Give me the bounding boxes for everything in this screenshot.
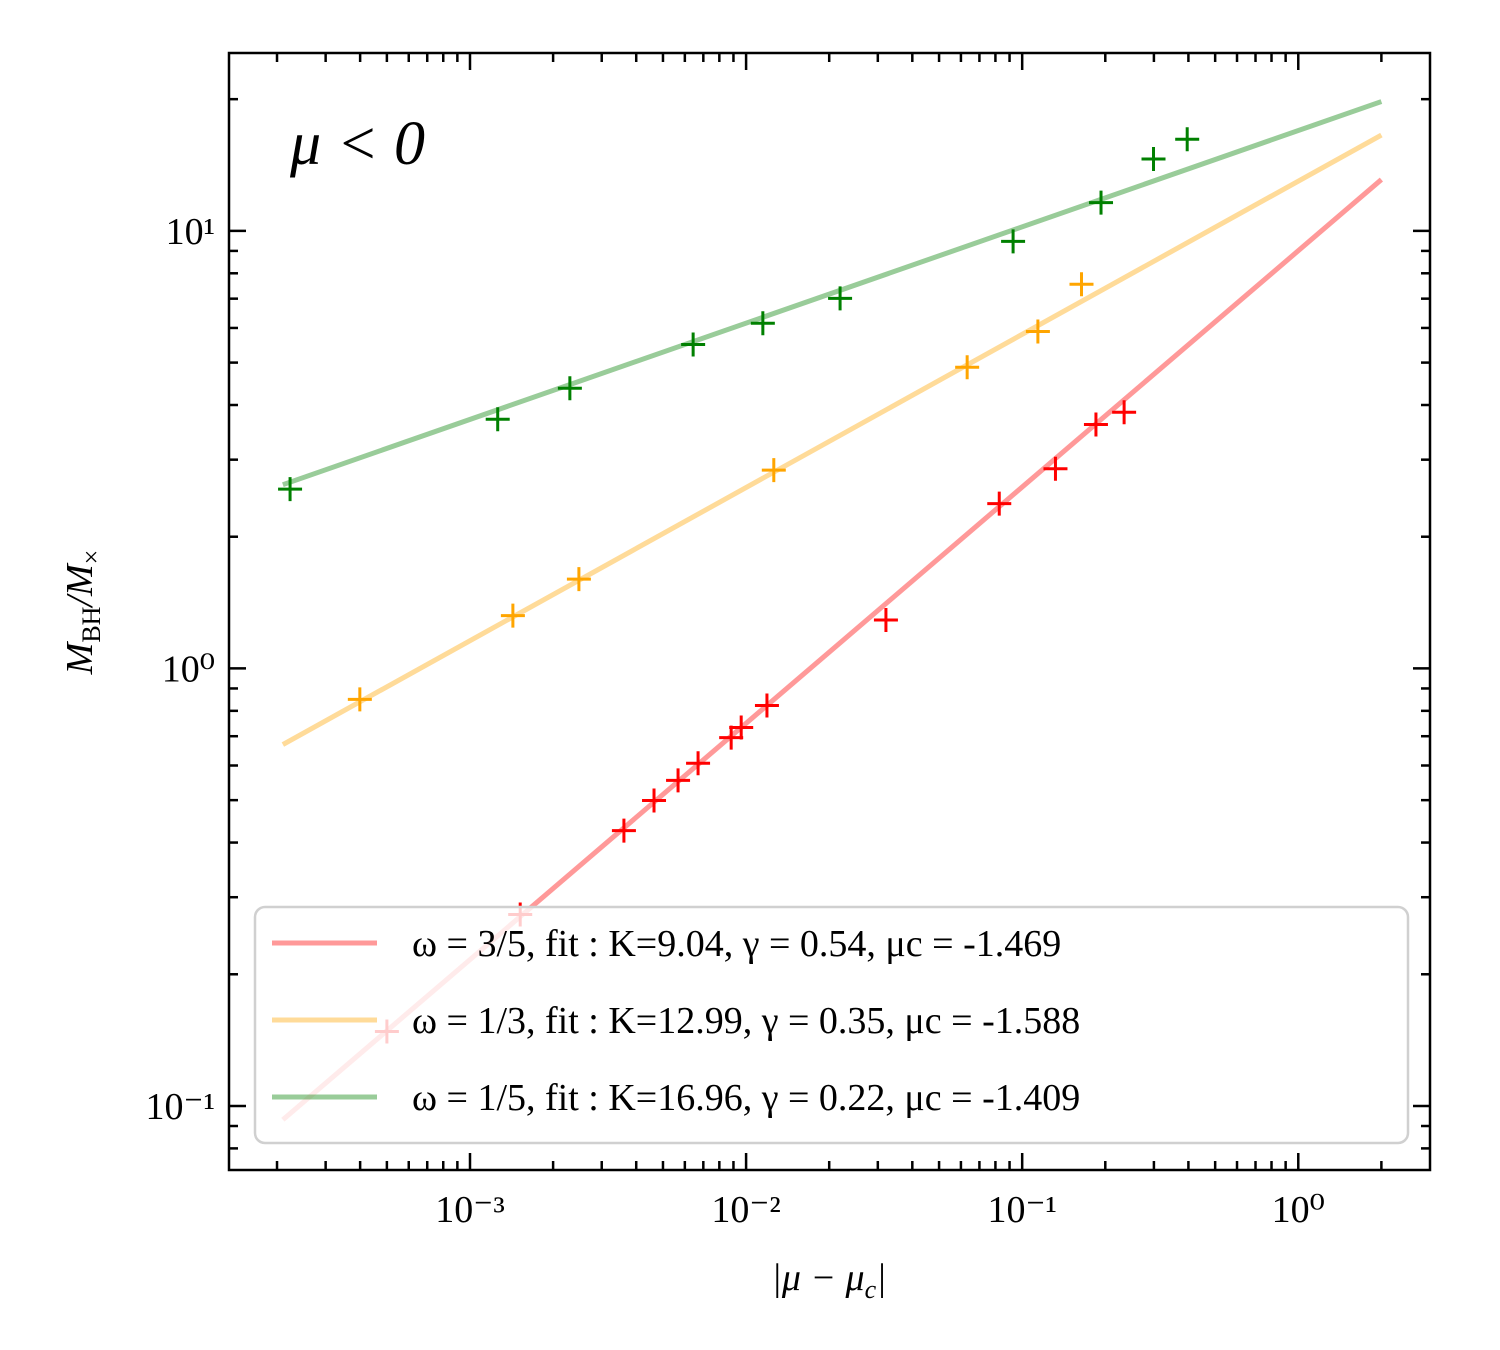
x-axis-label: |μ − μc| [771,1257,886,1304]
y-tick-label: 10⁰ [162,648,215,690]
data-point [557,376,582,401]
y-label-part: /M [59,562,101,609]
x-tick-label: 10⁰ [1272,1189,1325,1231]
data-point [1069,272,1094,297]
y-tick-label: 10¹ [166,211,215,253]
data-point [1001,229,1026,254]
data-point [500,603,525,628]
fit-line [282,99,1383,488]
data-point [828,286,853,311]
data-point [873,608,898,633]
data-point [1089,190,1114,215]
x-tick-label: 10⁻¹ [987,1189,1056,1231]
data-point [666,768,691,793]
data-point [278,477,303,502]
plot-frame [227,51,1432,1172]
data-point [681,332,706,357]
data-point [1175,127,1200,152]
y-tick-label: 10⁻¹ [146,1086,215,1128]
data-point [719,725,744,750]
data-point [1025,319,1050,344]
data-point [686,751,711,776]
legend-label: ω = 1/5, fit : K=16.96, γ = 0.22, μc = -… [412,1077,1080,1119]
x-label-part: |μ − μ [771,1257,864,1299]
data-point [729,715,754,740]
data-point [1112,400,1137,425]
y-label-part: BH [77,606,106,642]
fit-line [281,132,1383,747]
data-point [1083,412,1108,437]
y-label-part: M [59,640,101,675]
data-point [754,693,779,718]
legend-label: ω = 1/3, fit : K=12.99, γ = 0.35, μc = -… [412,1000,1080,1042]
data-point [611,818,636,843]
y-label-part: × [77,550,106,565]
legend-box [253,905,1410,1145]
x-tick-label: 10⁻² [711,1189,780,1231]
x-label-part: c [865,1275,877,1304]
legend-label: ω = 3/5, fit : K=9.04, γ = 0.54, μc = -1… [412,923,1061,965]
data-point [750,311,775,336]
annotation: μ < 0 [289,110,425,178]
x-label-part: | [876,1257,886,1299]
data-point [987,491,1012,516]
data-point [642,788,667,813]
data-point [1141,146,1166,171]
data-point [485,407,510,432]
legend: ω = 3/5, fit : K=9.04, γ = 0.54, μc = -1… [253,905,1410,1145]
y-axis-label: MBH/M× [59,550,106,676]
data-point [347,687,372,712]
data-point [955,355,980,380]
x-tick-label: 10⁻³ [435,1189,504,1231]
data-point [566,567,591,592]
data-point [1043,456,1068,481]
data-point [761,458,786,483]
